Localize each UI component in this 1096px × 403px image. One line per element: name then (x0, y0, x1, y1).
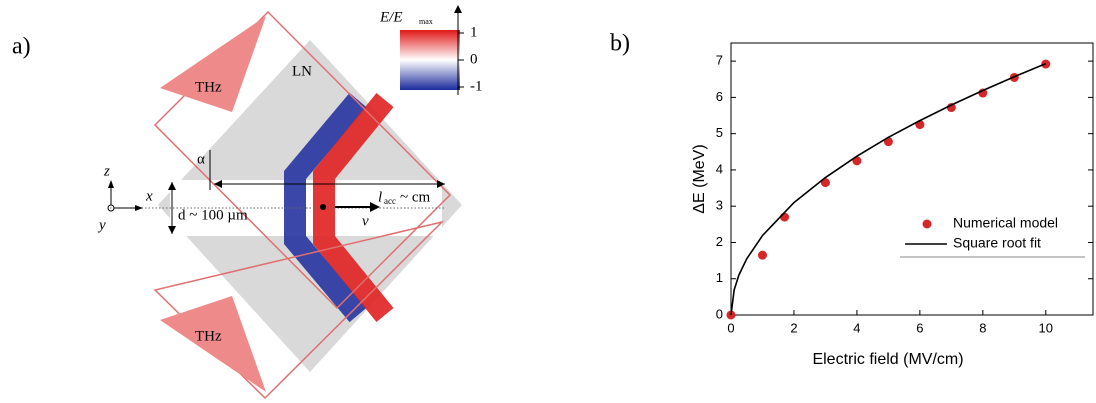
label: E/E (379, 9, 403, 25)
figure: a) THz THz LN α l acc ~ cm d ~ 100 µm v … (0, 0, 1096, 403)
x-axis-label: Electric field (MV/cm) (812, 351, 963, 368)
label: ~ cm (400, 189, 431, 205)
legend-marker (923, 220, 932, 229)
arrowhead (108, 180, 114, 188)
y-tick-label: 5 (716, 125, 723, 140)
thz-pulse (160, 16, 266, 112)
y-tick-label: 2 (716, 234, 723, 249)
electron (320, 204, 326, 210)
label: acc (384, 196, 396, 206)
fit-line (731, 64, 1046, 315)
x-tick-label: 0 (727, 320, 734, 335)
x-tick-label: 6 (916, 320, 923, 335)
colorbar-tick-label: -1 (470, 78, 483, 94)
y-tick-label: 6 (716, 89, 723, 104)
x-tick-label: 10 (1039, 320, 1053, 335)
arrowhead (454, 5, 462, 13)
label: x (145, 188, 153, 204)
y-axis-label: ΔE (MeV) (691, 144, 708, 213)
label: l (378, 189, 382, 205)
x-tick-label: 2 (790, 320, 797, 335)
label: z (103, 163, 110, 179)
x-tick-label: 4 (853, 320, 860, 335)
y-tick-label: 0 (716, 306, 723, 321)
y-tick-label: 1 (716, 270, 723, 285)
label: LN (292, 63, 312, 79)
label: y (97, 217, 106, 233)
colorbar-tick-label: 1 (470, 24, 478, 40)
label: d ~ 100 µm (178, 207, 248, 223)
colorbar-ticks: 1 0 -1 (458, 24, 483, 94)
legend-label: Square root fit (953, 235, 1041, 251)
data-point (780, 213, 789, 222)
legend-label: Numerical model (953, 215, 1058, 231)
colorbar-tick-label: 0 (470, 51, 478, 67)
label: max (419, 17, 433, 26)
panel-label: b) (610, 31, 630, 57)
plot-frame (731, 43, 1093, 315)
label: v (362, 213, 369, 229)
label: α (197, 151, 205, 167)
label: THz (195, 79, 222, 95)
chart: 0 2 4 6 8 10 0 1 2 3 4 5 6 7 Electric field (MV/cm) ΔE … (691, 43, 1093, 368)
panel-label: a) (12, 34, 31, 60)
x-tick-label: 8 (979, 320, 986, 335)
y-tick-label: 3 (716, 198, 723, 213)
label: THz (195, 328, 222, 344)
y-tick-label: 7 (716, 53, 723, 68)
data-point (758, 251, 767, 260)
colorbar (400, 30, 460, 90)
arrowhead (135, 205, 143, 211)
y-tick-label: 4 (716, 161, 723, 176)
